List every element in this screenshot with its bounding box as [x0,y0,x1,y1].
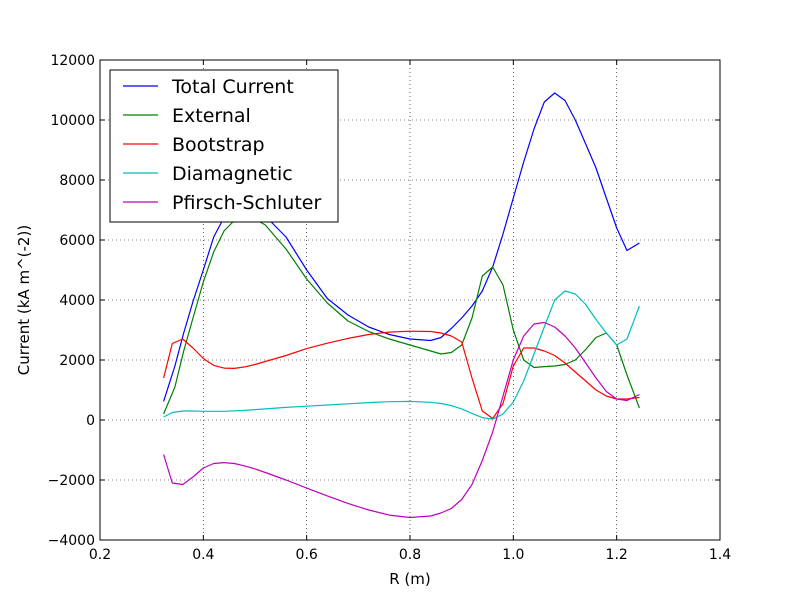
legend-frame [109,69,339,223]
x-tick-label: 0.6 [296,547,318,563]
y-axis-label: Current (kA m^(-2)) [15,225,33,375]
legend-entry-label: Diamagnetic [172,163,293,185]
series-line-4 [163,321,640,519]
y-tick-label: 6000 [59,233,95,249]
x-tick-label: 1.2 [606,547,628,563]
legend: Total Current External Bootstrap Diamagneti… [109,69,339,223]
y-tick-label: −4000 [48,533,95,549]
y-tick-label: 12000 [50,53,95,69]
x-tick-label: 0.2 [89,547,111,563]
grid-lines [100,60,720,540]
y-tick-label: 10000 [50,113,95,129]
legend-entry-label: Pfirsch-Schluter [172,192,321,214]
x-tick-label: 0.4 [192,547,214,563]
series-line-3 [163,290,640,420]
series-lines [163,92,640,519]
x-tick-label: 1.4 [709,547,731,563]
x-tick-label: 0.8 [399,547,421,563]
legend-entry-label: Total Current [171,76,294,98]
y-tick-label: 4000 [59,293,95,309]
series-line-2 [163,330,640,420]
series-line-1 [163,216,640,415]
legend-entry-label: External [172,105,251,127]
axis-ticks: 0.2 0.4 0.6 0.8 1.0 1.2 1.4 −4000 −2000 0 2000 4000… [48,53,732,563]
x-axis-label: R (m) [389,570,431,588]
y-tick-label: 2000 [59,353,95,369]
y-tick-label: −2000 [48,473,95,489]
x-tick-label: 1.0 [502,547,524,563]
legend-entry-label: Bootstrap [172,134,265,156]
y-tick-label: 8000 [59,173,95,189]
y-tick-label: 0 [86,413,95,429]
